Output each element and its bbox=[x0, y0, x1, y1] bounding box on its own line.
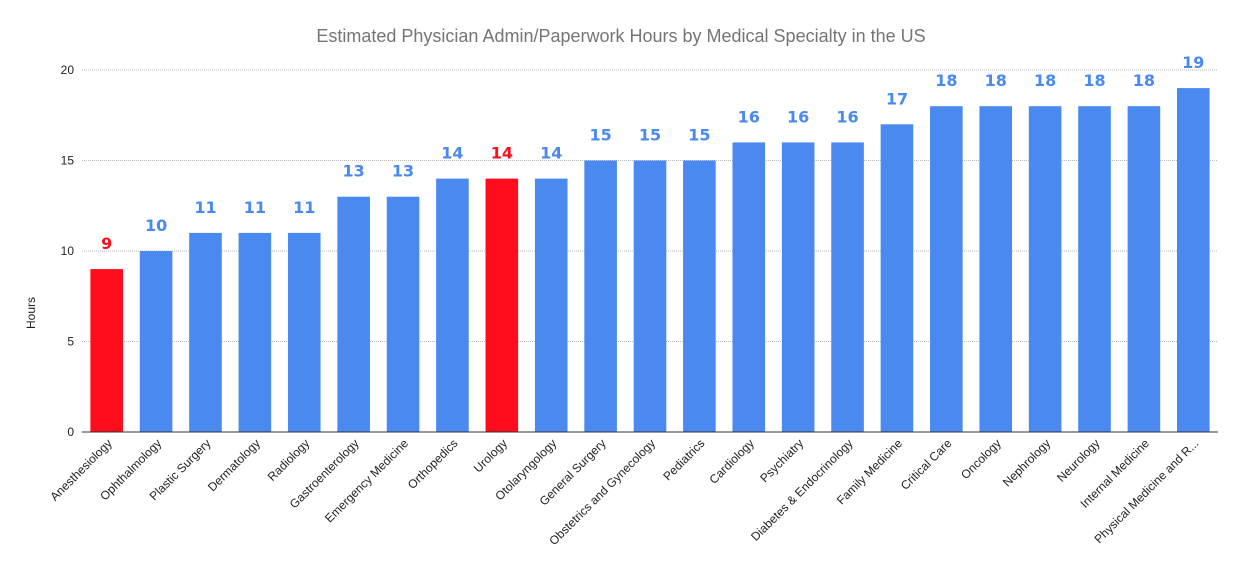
data-label: 14 bbox=[491, 144, 513, 163]
bar bbox=[139, 251, 173, 432]
y-axis-ticks: 0 5 10 15 20 bbox=[61, 63, 75, 439]
y-tick-label: 0 bbox=[67, 425, 74, 439]
bar bbox=[189, 232, 222, 432]
bar bbox=[1078, 106, 1111, 432]
data-label: 18 bbox=[1034, 71, 1056, 90]
bar bbox=[534, 178, 568, 432]
x-tick-label: Diabetes & Endocrinology bbox=[748, 436, 856, 544]
bar bbox=[337, 196, 370, 432]
data-label: 19 bbox=[1182, 53, 1204, 72]
data-label: 16 bbox=[787, 107, 809, 126]
x-tick-label: Critical Care bbox=[898, 436, 955, 493]
x-tick-label: Orthopedics bbox=[405, 436, 461, 492]
bar bbox=[485, 178, 519, 432]
data-label: 16 bbox=[738, 107, 760, 126]
data-label: 13 bbox=[343, 162, 365, 181]
bars bbox=[90, 88, 1210, 433]
bar bbox=[1177, 88, 1210, 432]
x-tick-label: Neurology bbox=[1054, 436, 1103, 485]
data-label: 18 bbox=[985, 71, 1007, 90]
data-label: 9 bbox=[101, 234, 112, 253]
data-labels: 9 10 11 11 11 13 13 14 14 14 15 15 15 16 16 16 17 18 18 18 1… bbox=[101, 53, 1204, 253]
x-tick-label: Oncology bbox=[958, 436, 1004, 482]
bar bbox=[1127, 106, 1161, 432]
data-label: 14 bbox=[540, 144, 562, 163]
data-label: 11 bbox=[194, 198, 216, 217]
bar bbox=[880, 124, 914, 433]
data-label: 15 bbox=[639, 126, 661, 145]
x-tick-label: Emergency Medicine bbox=[322, 436, 411, 525]
y-tick-label: 10 bbox=[61, 244, 75, 258]
x-tick-label: Urology bbox=[471, 436, 510, 475]
x-tick-label: Cardiology bbox=[706, 436, 756, 486]
x-tick-label: Physical Medicine and R... bbox=[1092, 436, 1202, 546]
x-tick-label: Nephrology bbox=[1000, 436, 1053, 489]
bar bbox=[732, 142, 766, 432]
bar bbox=[436, 178, 469, 432]
bar bbox=[930, 106, 963, 432]
bar bbox=[633, 160, 667, 432]
data-label: 15 bbox=[589, 126, 611, 145]
data-label: 11 bbox=[244, 198, 266, 217]
bar bbox=[1028, 106, 1062, 432]
x-tick-label: Psychiatry bbox=[757, 436, 806, 485]
y-tick-label: 20 bbox=[61, 63, 75, 77]
y-tick-label: 15 bbox=[61, 154, 75, 168]
data-label: 10 bbox=[145, 216, 167, 235]
bar bbox=[831, 142, 864, 432]
y-tick-label: 5 bbox=[67, 335, 74, 349]
x-tick-label: Pediatrics bbox=[660, 436, 707, 483]
bar bbox=[781, 142, 815, 432]
bar bbox=[683, 160, 716, 432]
data-label: 13 bbox=[392, 162, 414, 181]
x-tick-label: Radiology bbox=[265, 436, 313, 484]
data-label: 18 bbox=[1133, 71, 1155, 90]
x-tick-label: Dermatology bbox=[205, 436, 263, 494]
bar bbox=[979, 106, 1013, 432]
data-label: 15 bbox=[688, 126, 710, 145]
data-label: 17 bbox=[886, 89, 908, 108]
data-label: 16 bbox=[836, 107, 858, 126]
chart-title: Estimated Physician Admin/Paperwork Hour… bbox=[316, 26, 925, 46]
data-label: 11 bbox=[293, 198, 315, 217]
y-axis-label: Hours bbox=[24, 297, 38, 329]
bar bbox=[90, 269, 123, 432]
x-tick-label: Obstetrics and Gynecology bbox=[546, 436, 658, 548]
data-label: 14 bbox=[441, 144, 463, 163]
bar bbox=[287, 232, 321, 432]
data-label: 18 bbox=[1083, 71, 1105, 90]
bar bbox=[584, 160, 617, 432]
bar bbox=[386, 196, 420, 432]
bar bbox=[238, 232, 272, 432]
data-label: 18 bbox=[935, 71, 957, 90]
